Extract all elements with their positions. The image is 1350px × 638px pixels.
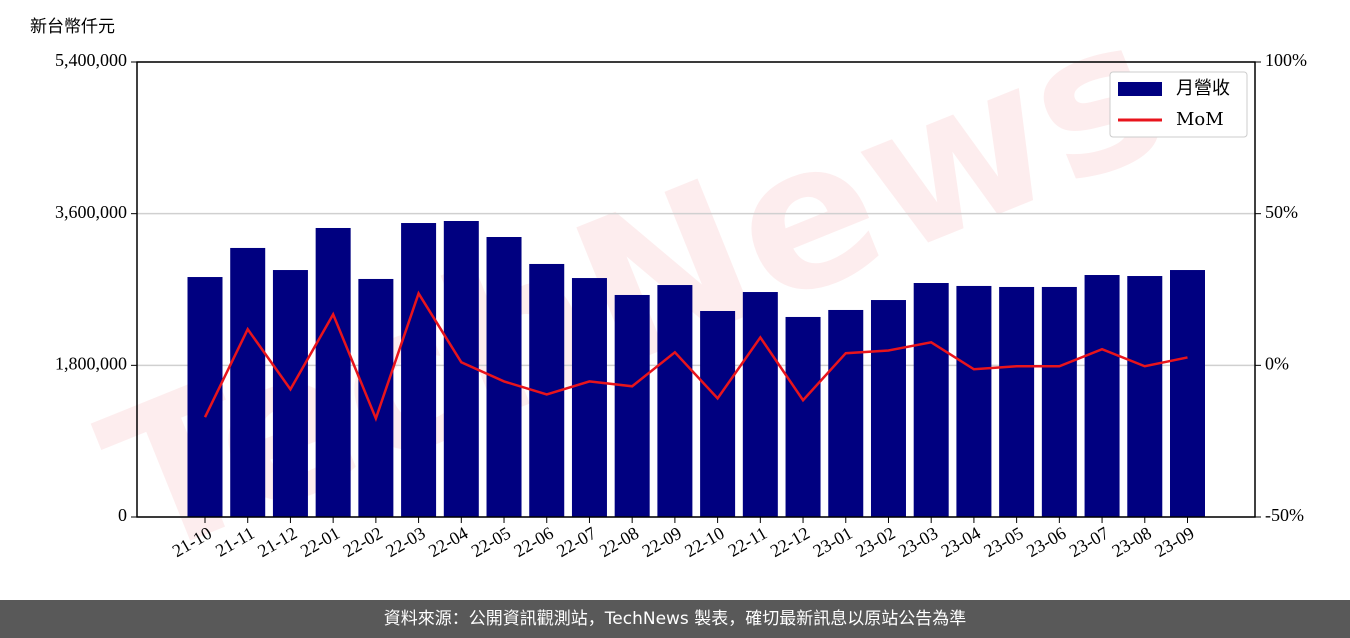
y-tick-label: 5,400,000 bbox=[55, 50, 127, 70]
y-tick-label: 1,800,000 bbox=[55, 353, 127, 373]
plot-frame bbox=[136, 61, 1256, 518]
x-tick-label: 22-10 bbox=[681, 523, 727, 561]
legend-label: MoM bbox=[1176, 109, 1224, 130]
bar bbox=[700, 310, 736, 517]
bar bbox=[999, 286, 1035, 517]
x-tick-label: 22-05 bbox=[468, 523, 514, 561]
footer: 資料來源：公開資訊觀測站，TechNews 製表，確切最新訊息以原站公告為準 bbox=[0, 600, 1350, 638]
bar bbox=[785, 316, 821, 517]
x-tick-label: 23-01 bbox=[809, 523, 855, 561]
bar bbox=[315, 227, 351, 518]
bar bbox=[828, 309, 864, 517]
x-tick-label: 23-05 bbox=[980, 523, 1026, 561]
chart: 新台幣仟元 TechNews01,800,0003,600,0005,400,0… bbox=[30, 0, 1307, 600]
bar bbox=[1084, 275, 1120, 517]
x-tick-label: 23-03 bbox=[895, 523, 941, 561]
bar bbox=[956, 285, 992, 517]
legend-swatch bbox=[1118, 82, 1162, 96]
bar bbox=[272, 270, 308, 517]
y2-tick-label: 0% bbox=[1265, 353, 1289, 373]
x-tick-label: 23-06 bbox=[1023, 523, 1069, 561]
bar bbox=[657, 285, 693, 517]
bar bbox=[913, 283, 949, 517]
bar bbox=[870, 300, 906, 517]
x-tick-label: 22-08 bbox=[596, 523, 642, 561]
legend-label: 月營收 bbox=[1176, 78, 1230, 99]
bar bbox=[1041, 286, 1077, 517]
bar bbox=[614, 294, 650, 517]
x-tick-label: 22-09 bbox=[639, 523, 685, 561]
y2-tick-label: -50% bbox=[1265, 505, 1304, 525]
y2-tick-label: 100% bbox=[1265, 50, 1307, 70]
y-tick-label: 0 bbox=[118, 505, 127, 525]
x-tick-label: 23-02 bbox=[852, 523, 898, 561]
bar bbox=[187, 277, 223, 517]
y-tick-label: 3,600,000 bbox=[55, 202, 127, 222]
bar bbox=[358, 278, 394, 517]
x-tick-label: 22-11 bbox=[725, 523, 771, 561]
x-tick-label: 22-03 bbox=[382, 523, 428, 561]
bar bbox=[1170, 270, 1205, 517]
x-tick-label: 23-09 bbox=[1151, 523, 1197, 561]
x-tick-label: 23-08 bbox=[1108, 523, 1154, 561]
x-tick-label: 23-04 bbox=[938, 523, 984, 561]
x-tick-label: 23-07 bbox=[1066, 523, 1112, 561]
x-tick-label: 22-07 bbox=[553, 523, 599, 561]
y2-tick-label: 50% bbox=[1265, 202, 1298, 222]
bar bbox=[443, 220, 479, 517]
line bbox=[203, 290, 1188, 422]
y-axis-title: 新台幣仟元 bbox=[30, 17, 115, 37]
x-tick-label: 22-06 bbox=[510, 523, 556, 561]
bar bbox=[230, 247, 266, 517]
bar bbox=[401, 223, 437, 517]
bar bbox=[742, 292, 778, 517]
x-tick-label: 22-12 bbox=[767, 523, 813, 561]
x-tick-label: 22-04 bbox=[425, 523, 471, 561]
bar bbox=[571, 278, 607, 517]
bar bbox=[1127, 276, 1163, 517]
